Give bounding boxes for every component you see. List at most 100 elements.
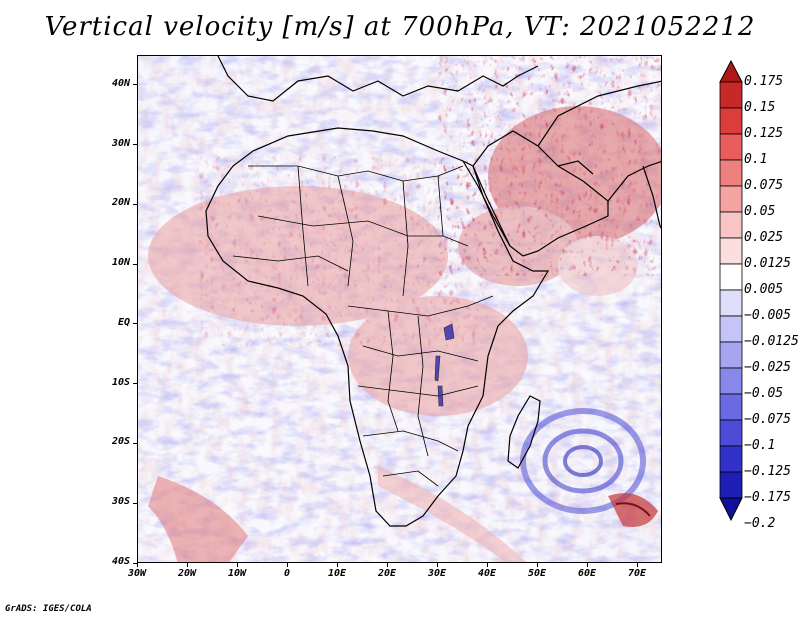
colorbar-segment [719, 263, 743, 291]
lon-tick [536, 563, 538, 567]
colorbar-segment [719, 315, 743, 343]
colorbar-segment [719, 185, 743, 213]
colorbar-segment [719, 367, 743, 395]
colorbar-top-arrow [719, 60, 743, 83]
map-title: Vertical velocity [m/s] at 700hPa, VT: 2… [44, 12, 756, 42]
lon-tick [636, 563, 638, 567]
colorbar-level-label: −0.2 [744, 516, 776, 531]
colorbar-segment [719, 159, 743, 187]
colorbar-level-label: 0.125 [744, 126, 784, 141]
colorbar-segment [719, 107, 743, 135]
iran-coast [537, 80, 661, 202]
lat-label: 30N [111, 137, 130, 149]
colorbar-segment [719, 341, 743, 369]
colorbar-segment [719, 237, 743, 265]
grads-credit: GrADS: IGES/COLA [5, 604, 92, 614]
colorbar-segment [719, 419, 743, 447]
border-westafrica [232, 255, 349, 272]
lon-tick [436, 563, 438, 567]
colorbar-level-label: 0.025 [744, 230, 784, 245]
lon-label: 0 [283, 568, 291, 579]
colorbar-level-label: 0.1 [744, 152, 768, 167]
country-borders [232, 165, 494, 487]
lat-tick [133, 383, 137, 385]
border-chad-libya [402, 180, 409, 297]
lat-tick [133, 84, 137, 86]
colorbar-level-label: 0.005 [744, 282, 784, 297]
lat-label: 20N [111, 197, 130, 209]
lon-tick [586, 563, 588, 567]
lon-tick [236, 563, 238, 567]
border-southafrica [382, 470, 439, 487]
lat-tick [133, 562, 137, 564]
colorbar-segment [719, 81, 743, 109]
vertical-velocity-map [138, 56, 661, 562]
colorbar-segment [719, 393, 743, 421]
border-niger [337, 175, 354, 287]
colorbar-level-label: 0.175 [744, 74, 784, 89]
lon-tick [386, 563, 388, 567]
lon-label: 10W [227, 568, 247, 579]
map-plot-area [137, 55, 662, 563]
border-angola [357, 385, 479, 397]
coastlines [205, 56, 661, 527]
lon-label: 20E [377, 568, 397, 579]
southern-ocean-band [378, 466, 526, 562]
arabia-coast [472, 130, 609, 257]
lat-label: 40S [111, 556, 130, 567]
lon-label: 50E [527, 568, 547, 579]
lat-label: 10N [111, 257, 130, 269]
lon-label: 60E [577, 568, 597, 579]
border-congo [362, 345, 479, 362]
southern-ocean-front [148, 476, 248, 562]
europe-coast [217, 56, 539, 102]
lon-label: 30E [427, 568, 447, 579]
lat-label: 20S [111, 436, 130, 448]
colorbar-level-label: −0.1 [744, 438, 776, 453]
border-sahel [257, 215, 443, 237]
colorbar-segment [719, 471, 743, 499]
lat-tick [133, 323, 137, 325]
colorbar-level-label: −0.175 [744, 490, 791, 505]
colorbar-level-label: −0.0125 [744, 334, 799, 349]
colorbar [719, 60, 743, 522]
border-central [347, 295, 494, 317]
lon-label: 20W [177, 568, 197, 579]
lat-label: 40N [111, 77, 130, 89]
africa-coast [205, 127, 550, 527]
colorbar-level-label: 0.15 [744, 100, 776, 115]
india-coast [642, 165, 661, 229]
lat-tick [133, 442, 137, 444]
madagascar-coast [507, 395, 541, 469]
lon-tick [286, 563, 288, 567]
red-sea-west [462, 160, 511, 247]
great-lakes [434, 323, 455, 407]
lon-label: 70E [627, 568, 647, 579]
colorbar-segment [719, 133, 743, 161]
lon-label: 10E [327, 568, 347, 579]
colorbar-level-label: 0.05 [744, 204, 776, 219]
colorbar-segment [719, 211, 743, 239]
lon-label: 40E [477, 568, 497, 579]
lat-label: EQ [117, 316, 130, 328]
colorbar-segment [719, 289, 743, 317]
lat-tick [133, 263, 137, 265]
cyclone-feature [520, 408, 658, 527]
colorbar-level-label: −0.005 [744, 308, 791, 323]
border-east-vertical [417, 315, 429, 457]
lon-tick [136, 563, 138, 567]
persian-gulf [557, 160, 594, 175]
lon-label: 30W [127, 568, 147, 579]
lat-tick [133, 144, 137, 146]
colorbar-level-label: 0.075 [744, 178, 784, 193]
border-namibia [362, 430, 459, 452]
lon-tick [336, 563, 338, 567]
lat-tick [133, 502, 137, 504]
colorbar-level-label: −0.075 [744, 412, 791, 427]
lat-label: 30S [111, 496, 130, 508]
colorbar-bottom-arrow [719, 497, 743, 522]
lon-tick [186, 563, 188, 567]
colorbar-level-label: −0.025 [744, 360, 791, 375]
colorbar-segment [719, 445, 743, 473]
colorbar-level-label: −0.125 [744, 464, 791, 479]
